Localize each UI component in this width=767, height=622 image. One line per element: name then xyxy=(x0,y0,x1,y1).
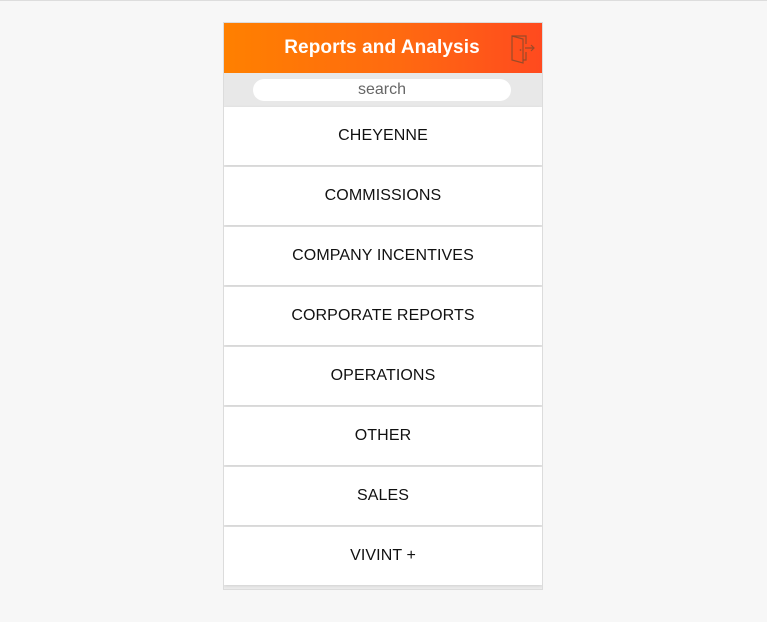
menu-item-vivint-plus[interactable]: VIVINT + xyxy=(224,527,542,585)
menu-item-cheyenne[interactable]: CHEYENNE xyxy=(224,107,542,165)
menu-item-label: COMMISSIONS xyxy=(324,187,442,204)
menu-item-company-incentives[interactable]: COMPANY INCENTIVES xyxy=(224,227,542,285)
menu-item-label: OTHER xyxy=(354,427,412,444)
menu-item-label: SALES xyxy=(356,487,410,504)
menu-item-label: CHEYENNE xyxy=(338,127,428,144)
logout-button[interactable] xyxy=(510,34,536,64)
menu-item-label: COMPANY INCENTIVES xyxy=(292,247,474,264)
menu-item-corporate-reports[interactable]: CORPORATE REPORTS xyxy=(224,287,542,345)
menu-item-sales[interactable]: SALES xyxy=(224,467,542,525)
page-title: Reports and Analysis xyxy=(284,37,480,58)
window-top-border xyxy=(0,0,767,1)
menu-item-label: VIVINT + xyxy=(350,547,416,564)
menu-item-operations[interactable]: OPERATIONS xyxy=(224,347,542,405)
menu-item-label: CORPORATE REPORTS xyxy=(291,307,475,324)
logout-door-icon xyxy=(511,35,535,64)
menu-item-other[interactable]: OTHER xyxy=(224,407,542,465)
app-header: Reports and Analysis xyxy=(224,23,542,73)
search-bar xyxy=(224,73,542,107)
menu-item-commissions[interactable]: COMMISSIONS xyxy=(224,167,542,225)
search-input[interactable] xyxy=(253,79,511,101)
menu-item-label: OPERATIONS xyxy=(330,367,436,384)
reports-panel: Reports and Analysis CHEYENNE COMMISSION… xyxy=(223,22,543,590)
report-category-list: CHEYENNE COMMISSIONS COMPANY INCENTIVES … xyxy=(224,107,542,587)
